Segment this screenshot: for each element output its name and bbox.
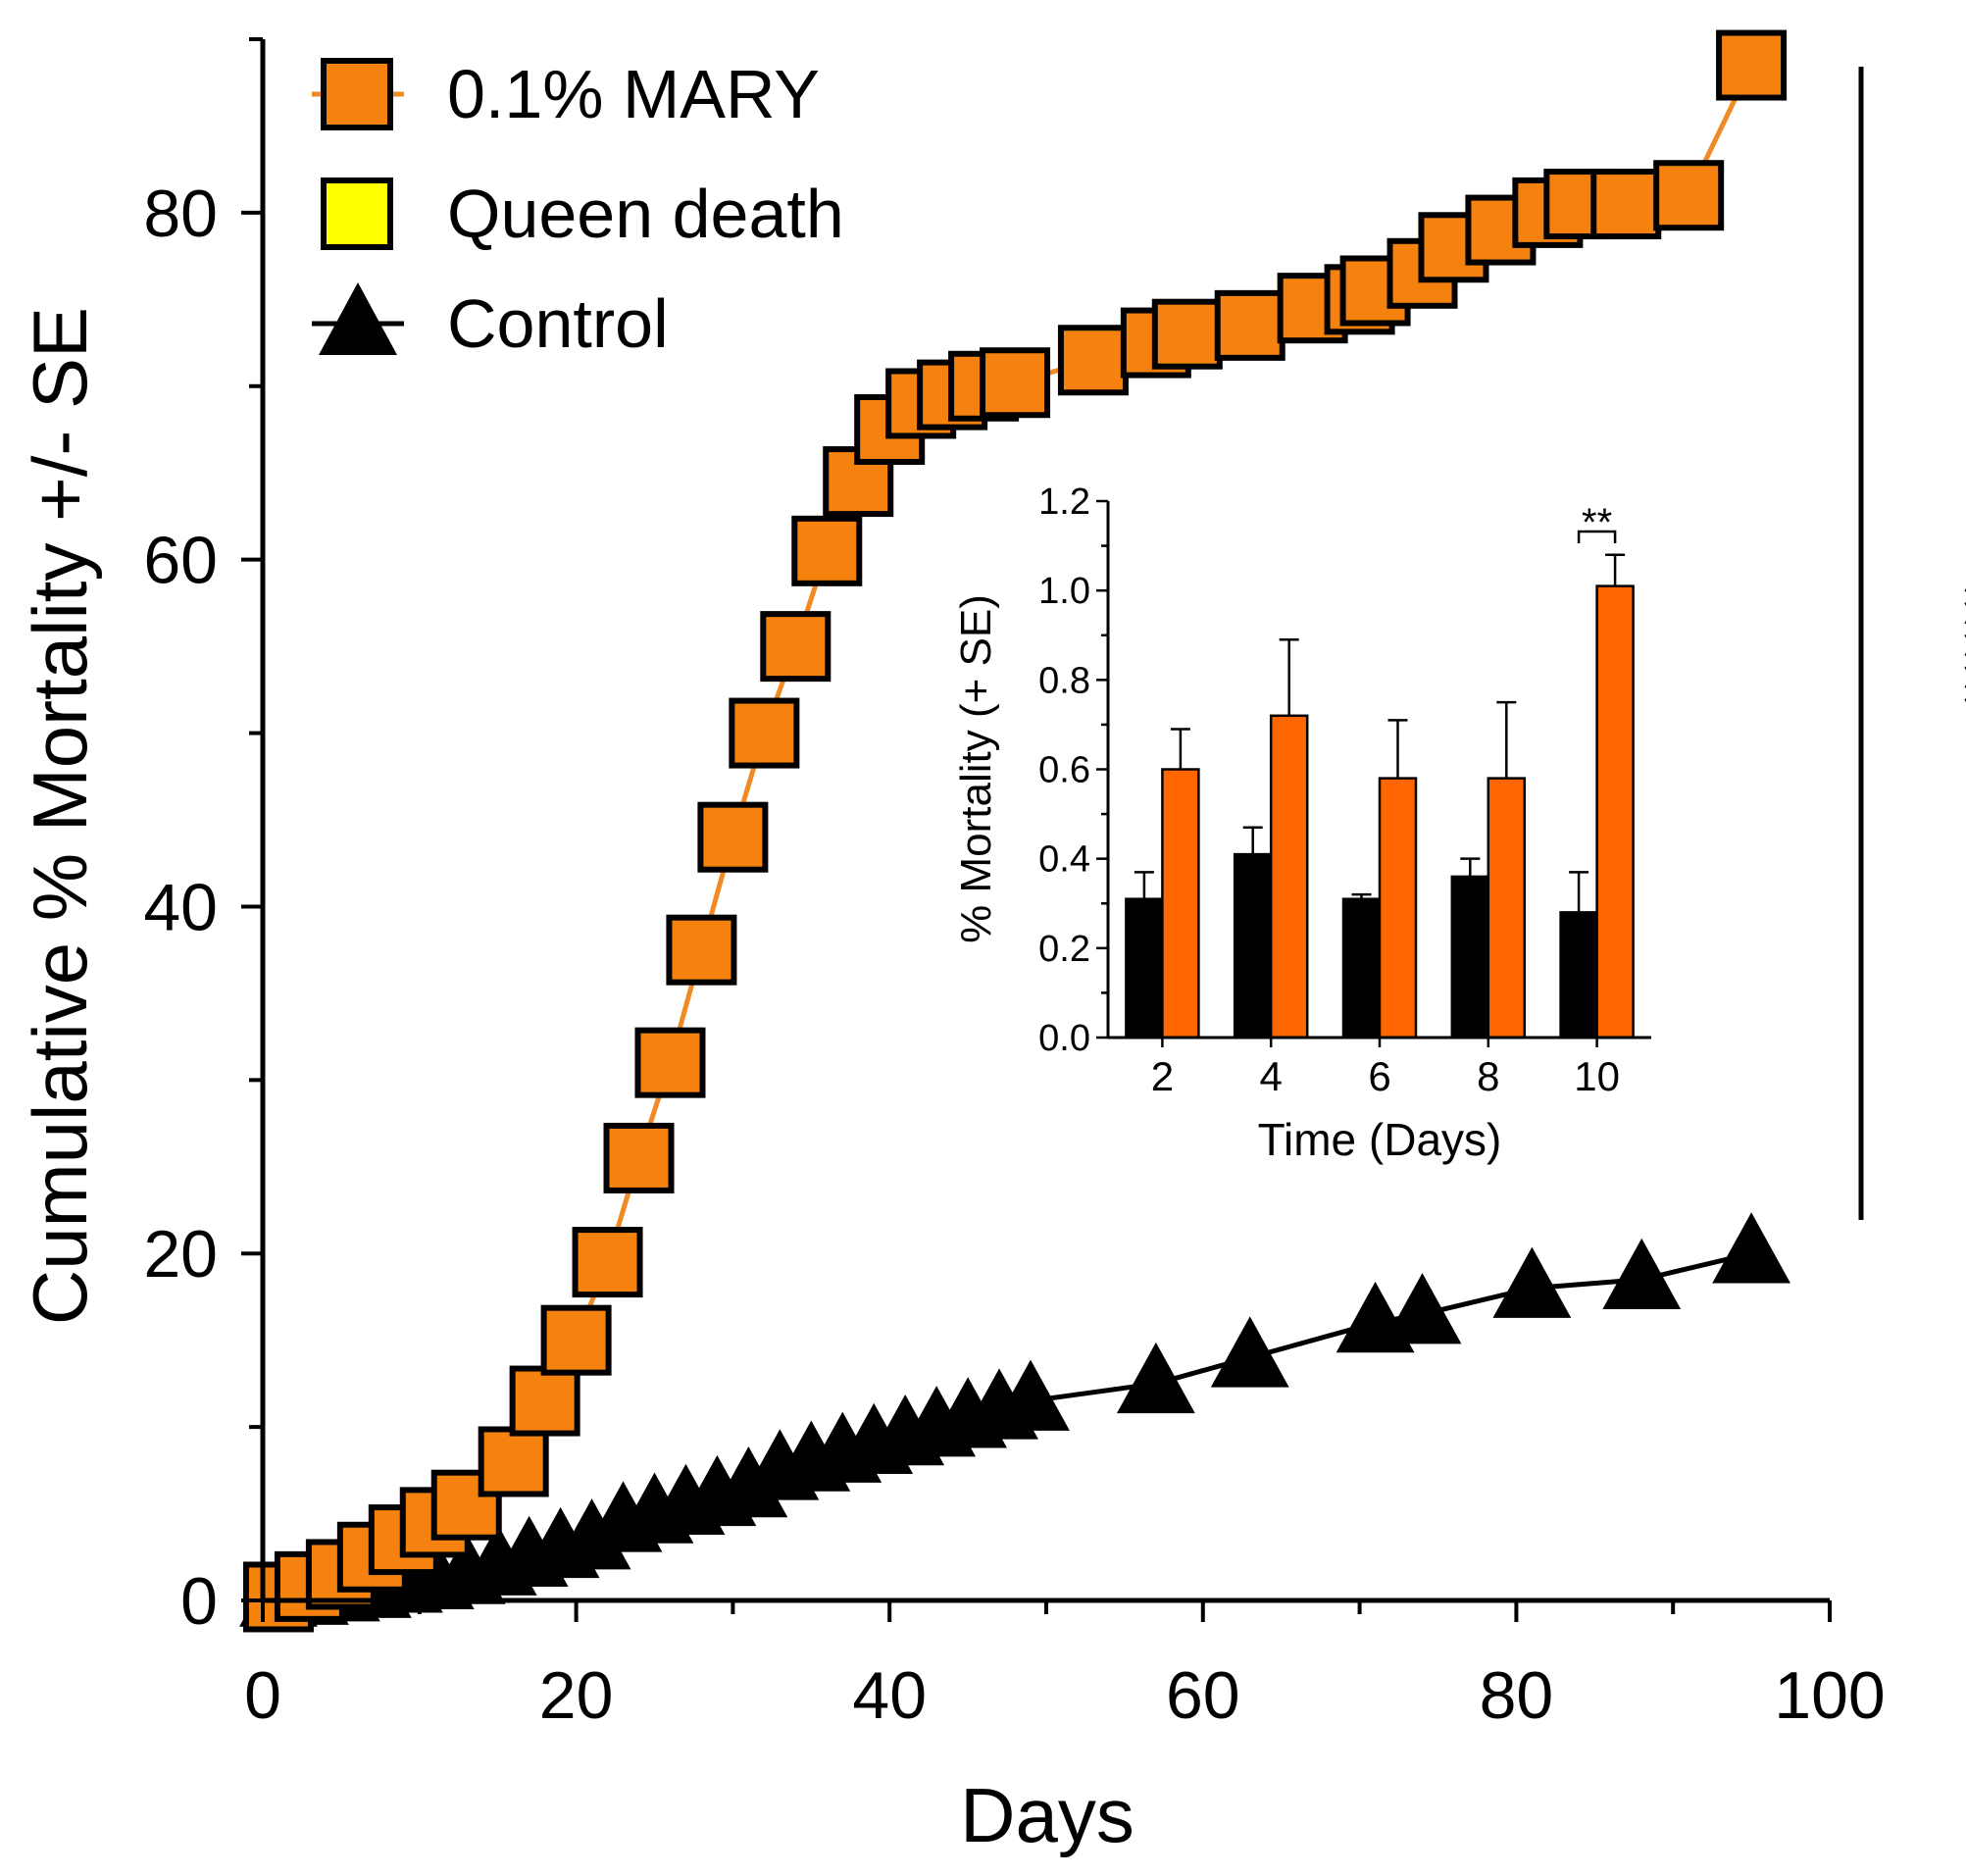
inset-significance-bracket [1577, 530, 1617, 543]
axis-titles: Days Cumulative % Mortality +/- SE **** [17, 307, 1966, 1858]
marker-mary-53 [1057, 325, 1129, 396]
marker-mary-18 [509, 1365, 580, 1437]
inset-x-axis-title: Time (Days) [1258, 1114, 1502, 1165]
marker-mary-22 [572, 1227, 643, 1298]
marker-mary-87 [1590, 169, 1662, 240]
marker-mary-95 [1716, 29, 1788, 101]
inset-bar-mary-6 [1378, 777, 1418, 1039]
marker-mary-34 [760, 611, 832, 683]
inset-bar-control-2 [1125, 897, 1164, 1039]
marker-control-81 [1492, 1246, 1572, 1318]
x-tick-label-40: 40 [852, 1658, 927, 1733]
marker-mary-20 [540, 1304, 612, 1376]
marker-mary-16 [478, 1426, 549, 1497]
legend-item-0: 0.1% MARY [312, 56, 820, 132]
marker-mary-24 [603, 1122, 675, 1193]
inset-y-tick-label-3: 0.6 [1038, 750, 1090, 791]
inset-y-tick-label-1: 0.2 [1038, 929, 1090, 970]
inset-y-tick-label-6: 1.2 [1038, 482, 1090, 523]
inset-x-tick-label-6: 6 [1368, 1053, 1390, 1099]
inset-y-tick-label-0: 0.0 [1038, 1018, 1090, 1059]
inset-significance-label: ** [1582, 501, 1612, 544]
main-series-markers [239, 29, 1790, 1633]
marker-mary-63 [1214, 289, 1285, 361]
x-tick-label-20: 20 [539, 1658, 614, 1733]
y-tick-label-40: 40 [143, 870, 218, 944]
inset-x-tick-label-4: 4 [1260, 1053, 1283, 1099]
y-tick-label-0: 0 [180, 1564, 218, 1639]
legend-item-1: Queen death [321, 176, 844, 252]
main-plot: 0 20 40 60 80 100 0 20 40 60 80 [143, 29, 1886, 1733]
legend-marker-0 [321, 58, 393, 130]
x-axis-title: Days [960, 1772, 1134, 1858]
marker-control-63 [1210, 1316, 1289, 1388]
y-tick-label-80: 80 [143, 177, 218, 251]
inset-x-tick-label-2: 2 [1151, 1053, 1174, 1099]
marker-mary-32 [729, 697, 800, 769]
inset-y-tick-label-2: 0.4 [1038, 839, 1090, 881]
marker-control-74 [1383, 1273, 1462, 1344]
x-tick-label-60: 60 [1166, 1658, 1240, 1733]
inset-bar-mary-4 [1269, 714, 1309, 1039]
legend-label-1: Queen death [447, 176, 844, 252]
legend-item-2: Control [312, 282, 669, 362]
y-tick-label-60: 60 [143, 524, 218, 598]
inset-bar-control-8 [1450, 875, 1490, 1039]
marker-control-95 [1712, 1212, 1790, 1284]
marker-mary-36 [791, 515, 863, 586]
inset-bar-mary-8 [1487, 777, 1527, 1039]
inset-bars [1125, 584, 1635, 1039]
x-tick-label-0: 0 [244, 1658, 281, 1733]
inset-bar-mary-2 [1161, 768, 1200, 1039]
marker-mary-28 [666, 914, 737, 986]
marker-control-57 [1116, 1342, 1195, 1414]
marker-mary-13 [430, 1469, 502, 1541]
legend-label-2: Control [447, 285, 669, 362]
marker-control-88 [1602, 1238, 1682, 1309]
legend: 0.1% MARY Queen death Control [312, 56, 844, 362]
x-tick-label-80: 80 [1480, 1658, 1554, 1733]
inset-x-tick-label-8: 8 [1477, 1053, 1499, 1099]
inset-plot: 0.0 0.2 0.4 0.6 0.8 1.0 1.2 2 4 6 8 10 Time (Days) % … [952, 482, 1651, 1165]
y-tick-label-20: 20 [143, 1217, 218, 1292]
y-axis-title: Cumulative % Mortality +/- SE [17, 307, 103, 1325]
marker-mary-59 [1151, 298, 1223, 370]
inset-y-tick-label-5: 1.0 [1038, 571, 1090, 612]
inset-x-tick-label-10: 10 [1574, 1053, 1620, 1099]
inset-axes: 0.0 0.2 0.4 0.6 0.8 1.0 1.2 2 4 6 8 10 Time (Days) % … [952, 482, 1651, 1165]
legend-label-0: 0.1% MARY [447, 56, 820, 132]
inset-y-axis-title: % Mortality (+ SE) [952, 594, 1000, 943]
inset-bar-mary-10 [1595, 584, 1635, 1039]
marker-control-49 [991, 1359, 1070, 1431]
marker-mary-48 [980, 347, 1051, 419]
inset-y-tick-label-4: 0.8 [1038, 660, 1090, 701]
main-axes: 0 20 40 60 80 100 0 20 40 60 80 [143, 37, 1886, 1733]
x-tick-label-100: 100 [1774, 1658, 1885, 1733]
inset-bar-control-10 [1559, 911, 1598, 1039]
marker-mary-30 [697, 801, 769, 873]
inset-bar-control-4 [1233, 852, 1273, 1039]
legend-marker-2 [319, 282, 397, 355]
marker-mary-26 [634, 1027, 706, 1098]
inset-bar-control-6 [1341, 897, 1382, 1039]
significance-label: **** [1919, 582, 1966, 710]
legend-marker-1 [321, 177, 393, 250]
marker-mary-91 [1653, 160, 1725, 231]
inset-error-bars [1134, 553, 1626, 913]
